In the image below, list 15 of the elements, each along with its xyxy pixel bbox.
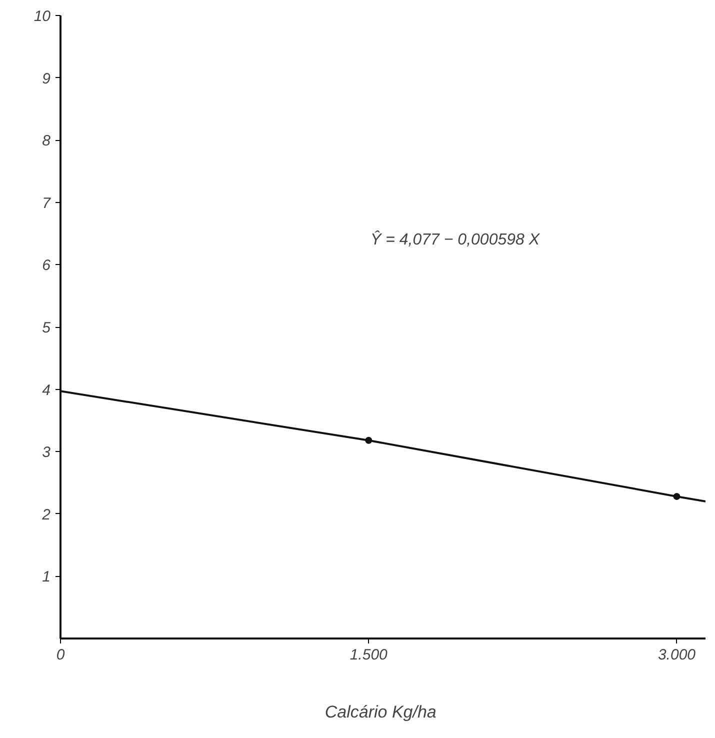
x-tick-label: 0 bbox=[56, 646, 66, 664]
annotation: Ŷ = 4,077 − 0,000598 X bbox=[370, 230, 541, 248]
y-tick-label: 2 bbox=[41, 506, 52, 524]
y-tick-label: 5 bbox=[42, 320, 52, 336]
y-tick-label: 9 bbox=[42, 70, 52, 88]
y-tick-label: 4 bbox=[42, 382, 50, 399]
y-tick-label: 3 bbox=[42, 444, 52, 462]
x-tick-label: 1.500 bbox=[350, 646, 388, 664]
y-tick-label: 7 bbox=[42, 194, 52, 212]
y-tick-label: 1 bbox=[42, 568, 50, 586]
y-tick-label: 8 bbox=[42, 132, 52, 150]
x-axis-title: Calcário Kg/ha bbox=[324, 702, 436, 722]
y-tick-label: 6 bbox=[42, 257, 52, 274]
x-tick-label: 3.000 bbox=[658, 646, 696, 664]
y-tick-label: 10 bbox=[34, 8, 52, 25]
